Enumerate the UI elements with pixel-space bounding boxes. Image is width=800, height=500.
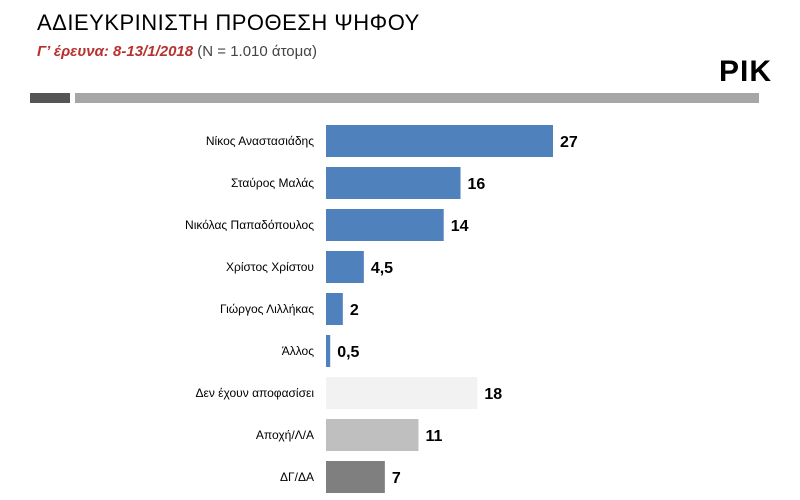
bar — [326, 377, 478, 409]
category-label: Αποχή/Λ/Α — [256, 428, 314, 442]
bar — [326, 167, 461, 199]
bar — [326, 209, 444, 241]
chart-subtitle: Γ’ έρευνα: 8-13/1/2018 (Ν = 1.010 άτομα) — [37, 43, 317, 60]
value-label: 4,5 — [371, 260, 393, 277]
bar — [326, 125, 553, 157]
category-label: Νίκος Αναστασιάδης — [206, 134, 314, 148]
value-label: 16 — [468, 176, 486, 193]
header-rule-dark — [30, 93, 70, 103]
category-label: Άλλος — [282, 344, 315, 358]
category-label: Σταύρος Μαλάς — [231, 176, 314, 190]
bar — [326, 335, 331, 367]
brand-logo: ΡΙΚ — [718, 55, 772, 88]
bar — [326, 251, 364, 283]
chart-title: ΑΔΙΕΥΚΡΙΝΙΣΤΗ ΠΡΟΘΕΣΗ ΨΗΦΟΥ — [37, 10, 420, 35]
survey-period: Γ’ έρευνα: 8-13/1/2018 — [37, 43, 194, 60]
bar — [326, 293, 343, 325]
sample-size: (Ν = 1.010 άτομα) — [197, 43, 317, 60]
value-label: 0,5 — [337, 344, 359, 361]
value-label: 7 — [392, 470, 401, 487]
category-label: Γιώργος Λιλλήκας — [220, 302, 314, 316]
header-rule-light — [75, 93, 759, 103]
value-label: 18 — [484, 386, 502, 403]
category-label: ΔΓ/ΔΑ — [280, 470, 314, 484]
category-label: Νικόλας Παπαδόπουλος — [185, 218, 314, 232]
category-label: Δεν έχουν αποφασίσει — [195, 386, 314, 400]
bar — [326, 419, 419, 451]
value-label: 2 — [350, 302, 359, 319]
bar — [326, 461, 385, 493]
category-label: Χρίστος Χρίστου — [226, 260, 314, 274]
value-label: 14 — [451, 218, 469, 235]
value-label: 27 — [560, 134, 578, 151]
value-label: 11 — [425, 428, 442, 445]
